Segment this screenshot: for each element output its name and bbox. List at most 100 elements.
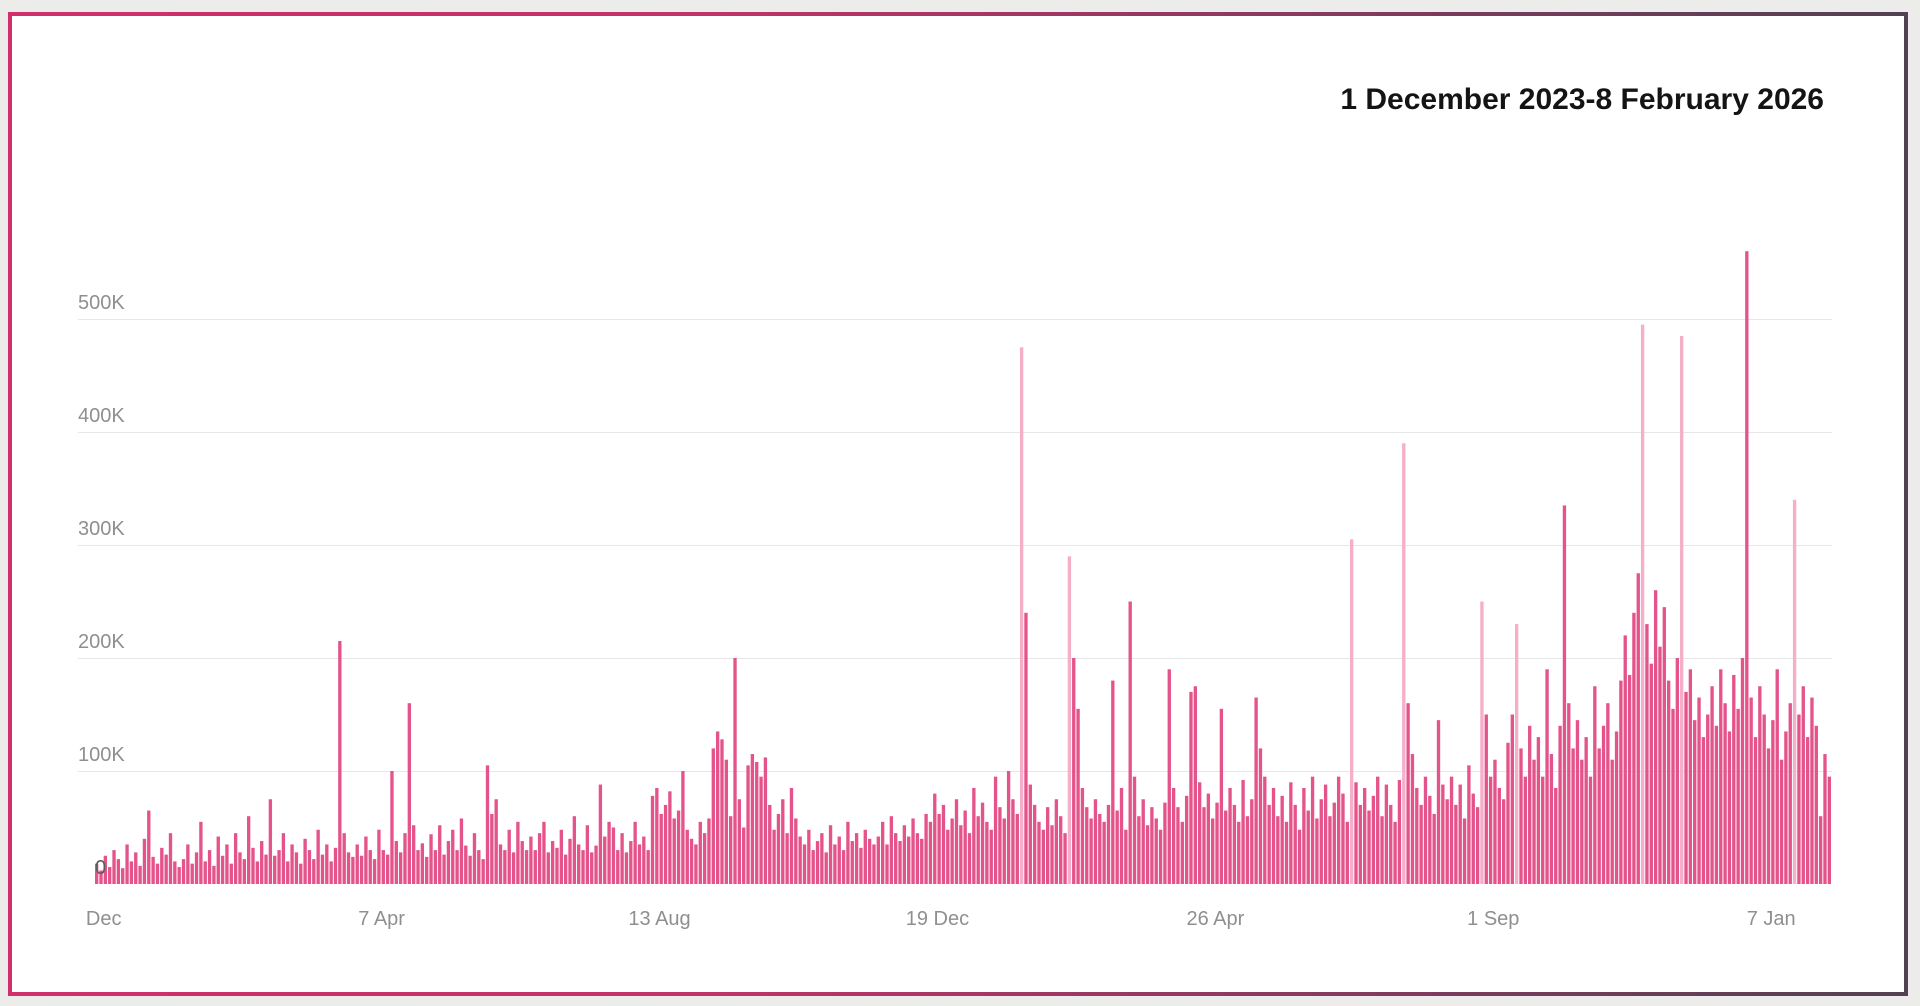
bar[interactable] [1063,833,1067,884]
bar[interactable] [451,829,455,884]
bar[interactable] [1367,810,1371,884]
bar[interactable] [1640,324,1645,884]
bar[interactable] [1710,686,1714,884]
bar[interactable] [1276,816,1280,884]
bar[interactable] [941,804,946,884]
bar[interactable] [412,825,416,884]
bar[interactable] [1132,776,1137,884]
bar[interactable] [546,852,550,884]
bar[interactable] [498,844,503,884]
bar[interactable] [1454,804,1458,884]
bar[interactable] [1202,807,1206,884]
bar[interactable] [672,818,676,884]
bar[interactable] [637,844,642,884]
bar[interactable] [577,844,581,884]
bar[interactable] [733,658,737,884]
bar[interactable] [729,816,733,884]
bar[interactable] [1106,804,1111,884]
bar[interactable] [676,810,681,884]
bar[interactable] [416,850,420,884]
bar[interactable] [1080,787,1085,884]
bar[interactable] [329,861,333,884]
bar[interactable] [963,810,967,884]
bar[interactable] [924,813,928,884]
bar[interactable] [1805,737,1810,884]
bar[interactable] [559,829,563,884]
bar[interactable] [1558,725,1562,884]
bar[interactable] [511,852,516,884]
bar[interactable] [229,863,233,884]
bar[interactable] [1228,787,1232,884]
bar[interactable] [1297,829,1302,884]
bar[interactable] [1115,810,1119,884]
bar[interactable] [1046,807,1050,884]
bar[interactable] [1493,759,1497,884]
bar[interactable] [138,865,142,884]
bar[interactable] [121,868,125,884]
bar[interactable] [807,829,811,884]
bar[interactable] [689,838,694,884]
bar[interactable] [1528,725,1532,884]
bar[interactable] [142,838,147,884]
bar[interactable] [1067,556,1072,884]
bar[interactable] [1206,793,1211,884]
bar[interactable] [95,863,99,884]
bar[interactable] [1462,818,1467,884]
bar[interactable] [1436,720,1441,884]
bar[interactable] [1211,818,1215,884]
bar[interactable] [907,836,911,884]
bar[interactable] [281,833,286,884]
bar[interactable] [781,799,785,884]
bar[interactable] [1671,708,1675,884]
bar[interactable] [550,841,555,884]
bar[interactable] [1158,829,1163,884]
bar[interactable] [1423,776,1428,884]
bar[interactable] [711,748,715,884]
bar[interactable] [420,843,425,884]
bar[interactable] [1784,731,1788,884]
bar[interactable] [1037,821,1041,884]
bar[interactable] [1072,658,1076,884]
bar[interactable] [976,816,980,884]
bar[interactable] [1636,573,1640,884]
bar[interactable] [273,855,277,884]
bar[interactable] [225,844,229,884]
bar[interactable] [1610,759,1614,884]
bar[interactable] [1102,821,1106,884]
bar[interactable] [794,818,798,884]
bar[interactable] [776,813,781,884]
bar[interactable] [642,836,646,884]
bar[interactable] [1219,708,1224,884]
bar[interactable] [407,703,411,884]
bar[interactable] [655,787,659,884]
bar[interactable] [928,821,933,884]
bar[interactable] [246,816,251,884]
bar[interactable] [238,852,242,884]
bar[interactable] [867,838,872,884]
bar[interactable] [646,850,650,884]
bar[interactable] [1740,658,1745,884]
bar[interactable] [1241,780,1245,884]
bar[interactable] [1458,784,1462,884]
bar[interactable] [1649,663,1653,884]
bar[interactable] [125,844,129,884]
bar[interactable] [772,829,776,884]
bar[interactable] [455,850,459,884]
bar[interactable] [611,827,616,885]
bar[interactable] [1779,759,1784,884]
bar[interactable] [1788,703,1792,884]
bar[interactable] [763,757,768,884]
bar[interactable] [1645,624,1649,884]
bar[interactable] [342,833,346,884]
bar[interactable] [854,833,859,884]
bar[interactable] [828,825,833,884]
bar[interactable] [998,807,1002,884]
bar[interactable] [1250,799,1254,884]
bar[interactable] [759,776,763,884]
bar[interactable] [1627,674,1632,884]
bar[interactable] [989,829,993,884]
bar[interactable] [1380,816,1384,884]
bar[interactable] [980,802,985,884]
bar[interactable] [1545,669,1549,884]
bar[interactable] [1041,829,1046,884]
